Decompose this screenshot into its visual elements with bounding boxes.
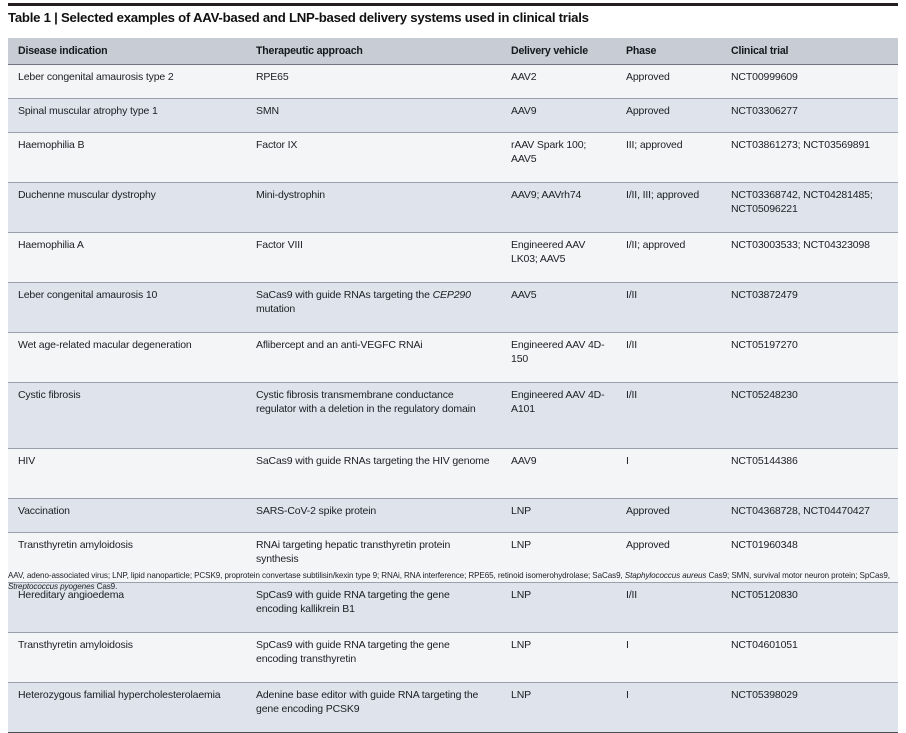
cell-disease: Duchenne muscular dystrophy bbox=[8, 182, 246, 233]
table-row: Cystic fibrosis Cystic fibrosis transmemb… bbox=[8, 382, 898, 449]
cell-trial: NCT04601051 bbox=[721, 632, 898, 683]
cell-approach: SARS-CoV-2 spike protein bbox=[246, 498, 501, 533]
table-row: Haemophilia B Factor IX rAAV Spark 100; AA… bbox=[8, 132, 898, 183]
table-row: Transthyretin amyloidosis SpCas9 with gui… bbox=[8, 632, 898, 683]
cell-phase: I bbox=[616, 448, 721, 499]
cell-phase: I bbox=[616, 632, 721, 683]
cell-disease: Leber congenital amaurosis 10 bbox=[8, 282, 246, 333]
cell-vehicle: Engineered AAV 4D-150 bbox=[501, 332, 616, 383]
cell-phase: III; approved bbox=[616, 132, 721, 183]
table-figure: Table 1 | Selected examples of AAV-based… bbox=[8, 3, 898, 733]
cell-phase: Approved bbox=[616, 498, 721, 533]
cell-vehicle: AAV5 bbox=[501, 282, 616, 333]
top-rule bbox=[8, 3, 898, 6]
column-header-disease-indication: Disease indication bbox=[8, 38, 246, 65]
cell-phase: I/II bbox=[616, 382, 721, 449]
cell-trial: NCT03861273; NCT03569891 bbox=[721, 132, 898, 183]
cell-vehicle: Engineered AAV LK03; AAV5 bbox=[501, 232, 616, 283]
cell-phase: I/II, III; approved bbox=[616, 182, 721, 233]
table-row: Heterozygous familial hypercholesterolae… bbox=[8, 682, 898, 733]
table-row: Vaccination SARS-CoV-2 spike protein LNP Ap… bbox=[8, 498, 898, 533]
cell-disease: Spinal muscular atrophy type 1 bbox=[8, 98, 246, 133]
cell-trial: NCT00999609 bbox=[721, 64, 898, 99]
table-body: Leber congenital amaurosis type 2 RPE65 AA… bbox=[8, 64, 898, 733]
cell-trial: NCT01960348 bbox=[721, 532, 898, 583]
cell-trial: NCT04368728, NCT04470427 bbox=[721, 498, 898, 533]
cell-vehicle: AAV2 bbox=[501, 64, 616, 99]
column-header-therapeutic-approach: Therapeutic approach bbox=[246, 38, 501, 65]
cell-vehicle: LNP bbox=[501, 632, 616, 683]
cell-vehicle: LNP bbox=[501, 498, 616, 533]
cell-disease: Transthyretin amyloidosis bbox=[8, 632, 246, 683]
cell-approach: RNAi targeting hepatic transthyretin pro… bbox=[246, 532, 501, 583]
cell-vehicle: Engineered AAV 4D-A101 bbox=[501, 382, 616, 449]
table-row: Duchenne muscular dystrophy Mini-dystroph… bbox=[8, 182, 898, 233]
cell-trial: NCT03872479 bbox=[721, 282, 898, 333]
clinical-trials-table: Disease indication Therapeutic approach … bbox=[8, 38, 898, 733]
cell-disease: Heterozygous familial hypercholesterolae… bbox=[8, 682, 246, 733]
table-row: HIV SaCas9 with guide RNAs targeting the … bbox=[8, 448, 898, 499]
column-header-phase: Phase bbox=[616, 38, 721, 65]
table-row: Haemophilia A Factor VIII Engineered AAV L… bbox=[8, 232, 898, 283]
cell-disease: Wet age-related macular degeneration bbox=[8, 332, 246, 383]
cell-approach: SpCas9 with guide RNA targeting the gene… bbox=[246, 632, 501, 683]
cell-approach: Cystic fibrosis transmembrane conductanc… bbox=[246, 382, 501, 449]
cell-approach: SMN bbox=[246, 98, 501, 133]
cell-trial: NCT03003533; NCT04323098 bbox=[721, 232, 898, 283]
table-header: Disease indication Therapeutic approach … bbox=[8, 38, 898, 65]
cell-approach: Factor IX bbox=[246, 132, 501, 183]
column-header-clinical-trial: Clinical trial bbox=[721, 38, 898, 65]
cell-vehicle: AAV9 bbox=[501, 448, 616, 499]
cell-disease: Haemophilia B bbox=[8, 132, 246, 183]
cell-disease: Leber congenital amaurosis type 2 bbox=[8, 64, 246, 99]
cell-trial: NCT05398029 bbox=[721, 682, 898, 733]
cell-phase: Approved bbox=[616, 98, 721, 133]
table-row: Transthyretin amyloidosis RNAi targeting … bbox=[8, 532, 898, 583]
cell-vehicle: LNP bbox=[501, 532, 616, 583]
cell-approach: Mini-dystrophin bbox=[246, 182, 501, 233]
cell-trial: NCT03368742, NCT04281485; NCT05096221 bbox=[721, 182, 898, 233]
cell-disease: Cystic fibrosis bbox=[8, 382, 246, 449]
cell-phase: Approved bbox=[616, 64, 721, 99]
cell-approach: Aflibercept and an anti-VEGFC RNAi bbox=[246, 332, 501, 383]
cell-disease: Vaccination bbox=[8, 498, 246, 533]
cell-disease: HIV bbox=[8, 448, 246, 499]
table-row: Wet age-related macular degeneration Afli… bbox=[8, 332, 898, 383]
table-footnote: AAV, adeno-associated virus; LNP, lipid … bbox=[8, 571, 890, 592]
cell-approach: RPE65 bbox=[246, 64, 501, 99]
cell-vehicle: AAV9 bbox=[501, 98, 616, 133]
column-header-delivery-vehicle: Delivery vehicle bbox=[501, 38, 616, 65]
cell-approach: SaCas9 with guide RNAs targeting the HIV… bbox=[246, 448, 501, 499]
cell-disease: Haemophilia A bbox=[8, 232, 246, 283]
cell-trial: NCT05197270 bbox=[721, 332, 898, 383]
cell-vehicle: LNP bbox=[501, 682, 616, 733]
table-row: Leber congenital amaurosis 10 SaCas9 with… bbox=[8, 282, 898, 333]
cell-phase: I/II; approved bbox=[616, 232, 721, 283]
table-title: Table 1 | Selected examples of AAV-based… bbox=[8, 10, 589, 25]
cell-trial: NCT03306277 bbox=[721, 98, 898, 133]
cell-approach: Factor VIII bbox=[246, 232, 501, 283]
table-header-row: Disease indication Therapeutic approach … bbox=[8, 38, 898, 65]
cell-vehicle: AAV9; AAVrh74 bbox=[501, 182, 616, 233]
cell-disease: Transthyretin amyloidosis bbox=[8, 532, 246, 583]
cell-approach: Adenine base editor with guide RNA targe… bbox=[246, 682, 501, 733]
cell-trial: NCT05144386 bbox=[721, 448, 898, 499]
cell-approach: SaCas9 with guide RNAs targeting the CEP… bbox=[246, 282, 501, 333]
table-row: Spinal muscular atrophy type 1 SMN AAV9 App… bbox=[8, 98, 898, 133]
cell-trial: NCT05248230 bbox=[721, 382, 898, 449]
cell-phase: I/II bbox=[616, 332, 721, 383]
cell-phase: Approved bbox=[616, 532, 721, 583]
cell-phase: I bbox=[616, 682, 721, 733]
cell-phase: I/II bbox=[616, 282, 721, 333]
table-row: Leber congenital amaurosis type 2 RPE65 AA… bbox=[8, 64, 898, 99]
cell-vehicle: rAAV Spark 100; AAV5 bbox=[501, 132, 616, 183]
